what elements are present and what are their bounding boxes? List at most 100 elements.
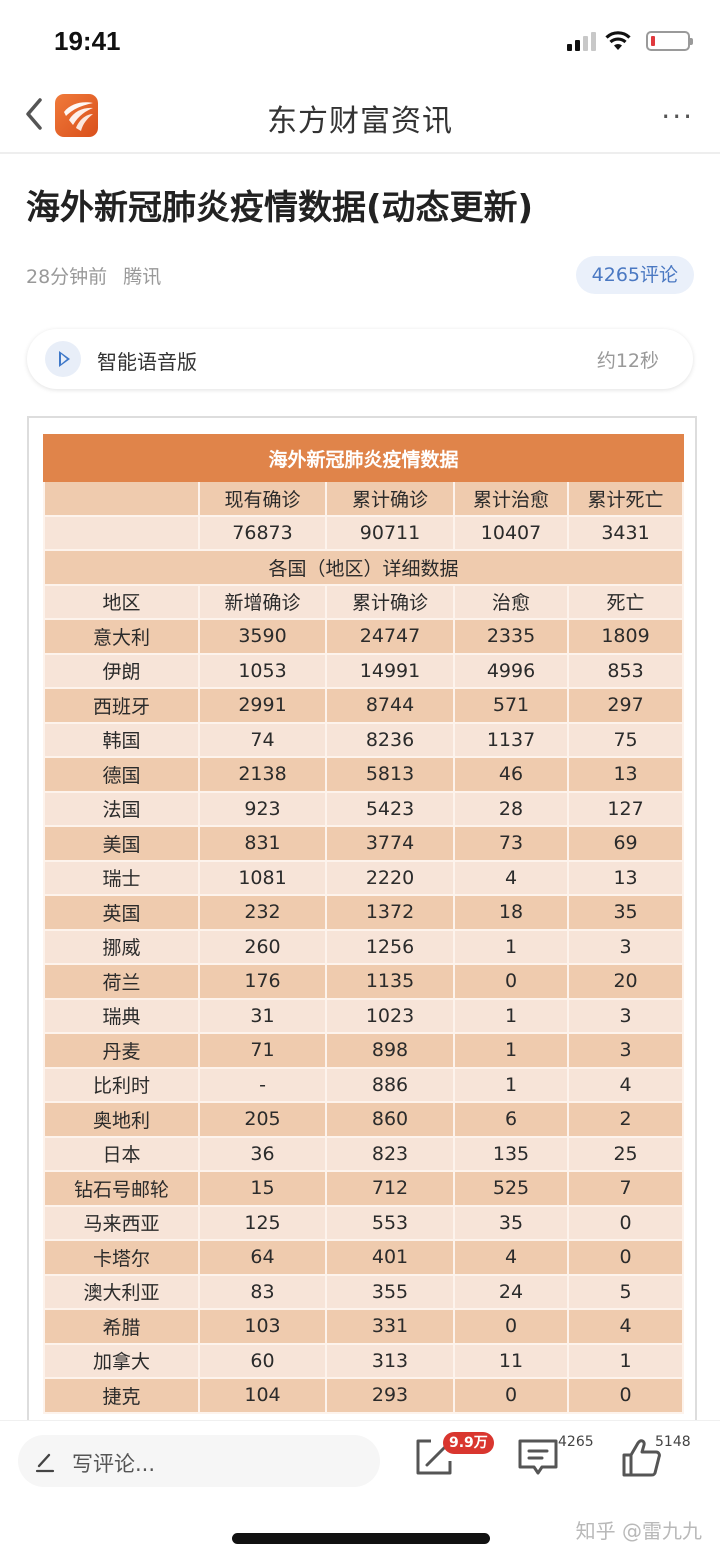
- thumbs-up-icon[interactable]: [620, 1435, 664, 1479]
- value-cell: 125: [198, 1204, 327, 1241]
- table-title-row: 海外新冠肺炎疫情数据: [42, 434, 685, 482]
- summary-value-cell: 3431: [566, 514, 685, 551]
- value-cell: 232: [198, 894, 327, 931]
- value-cell: -: [198, 1066, 327, 1103]
- value-cell: 69: [566, 825, 685, 862]
- value-cell: 1: [566, 1342, 685, 1379]
- value-cell: 15: [198, 1170, 327, 1207]
- value-cell: 35: [566, 894, 685, 931]
- comment-count-pill[interactable]: 4265评论: [575, 256, 694, 294]
- value-cell: 1: [453, 1066, 569, 1103]
- value-cell: 0: [453, 1308, 569, 1345]
- value-cell: 1372: [325, 894, 455, 931]
- value-cell: 83: [198, 1273, 327, 1310]
- table-row: 丹麦 71 898 1 3: [43, 1032, 685, 1069]
- summary-header-row: 现有确诊 累计确诊 累计治愈 累计死亡: [43, 480, 685, 517]
- value-cell: 127: [566, 790, 685, 827]
- table-row: 英国 232 1372 18 35: [43, 894, 685, 931]
- value-cell: 525: [453, 1170, 569, 1207]
- value-cell: 860: [325, 1101, 455, 1138]
- value-cell: 2138: [198, 756, 327, 793]
- publish-time: 28分钟前: [26, 266, 108, 288]
- table-row: 马来西亚 125 553 35 0: [43, 1204, 685, 1241]
- article-source[interactable]: 腾讯: [123, 266, 162, 288]
- value-cell: 3590: [198, 618, 327, 655]
- region-cell: 比利时: [43, 1066, 200, 1103]
- value-cell: 0: [566, 1377, 685, 1414]
- detail-header-cell: 累计确诊: [325, 583, 455, 620]
- home-indicator[interactable]: [232, 1533, 490, 1544]
- more-options-icon[interactable]: ···: [661, 100, 694, 133]
- value-cell: 831: [198, 825, 327, 862]
- table-row: 伊朗 1053 14991 4996 853: [43, 652, 685, 689]
- value-cell: 1023: [325, 997, 455, 1034]
- comments-icon[interactable]: [516, 1435, 560, 1479]
- table-row: 澳大利亚 83 355 24 5: [43, 1273, 685, 1310]
- value-cell: 2: [566, 1101, 685, 1138]
- value-cell: 24: [453, 1273, 569, 1310]
- value-cell: 1256: [325, 928, 455, 965]
- data-table-image[interactable]: 海外新冠肺炎疫情数据 现有确诊 累计确诊 累计治愈 累计死亡 76873 907…: [27, 416, 697, 1426]
- value-cell: 293: [325, 1377, 455, 1414]
- table-row: 加拿大 60 313 11 1: [43, 1342, 685, 1379]
- value-cell: 712: [325, 1170, 455, 1207]
- detail-header-cell: 地区: [43, 583, 200, 620]
- summary-header-cell: 累计治愈: [453, 480, 569, 517]
- audio-version-card[interactable]: 智能语音版 约12秒: [27, 329, 693, 389]
- region-cell: 英国: [43, 894, 200, 931]
- value-cell: 853: [566, 652, 685, 689]
- value-cell: 14991: [325, 652, 455, 689]
- value-cell: 73: [453, 825, 569, 862]
- value-cell: 401: [325, 1239, 455, 1276]
- value-cell: 31: [198, 997, 327, 1034]
- value-cell: 20: [566, 963, 685, 1000]
- summary-value-cell: [43, 514, 200, 551]
- value-cell: 355: [325, 1273, 455, 1310]
- bottom-action-bar: 写评论...: [0, 1420, 720, 1558]
- region-cell: 西班牙: [43, 687, 200, 724]
- value-cell: 46: [453, 756, 569, 793]
- table-row: 美国 831 3774 73 69: [43, 825, 685, 862]
- share-icon[interactable]: [413, 1435, 457, 1479]
- table-row: 法国 923 5423 28 127: [43, 790, 685, 827]
- value-cell: 1: [453, 1032, 569, 1069]
- audio-duration: 约12秒: [596, 350, 659, 372]
- value-cell: 3774: [325, 825, 455, 862]
- table-row: 比利时 -886 1 4: [43, 1066, 685, 1103]
- summary-value-cell: 10407: [453, 514, 569, 551]
- pencil-icon: [35, 1453, 55, 1473]
- value-cell: 4: [566, 1066, 685, 1103]
- summary-header-cell: 累计死亡: [566, 480, 685, 517]
- region-cell: 希腊: [43, 1308, 200, 1345]
- table-row: 西班牙 2991 8744 571 297: [43, 687, 685, 724]
- value-cell: 6: [453, 1101, 569, 1138]
- table-row: 韩国 74 8236 1137 75: [43, 721, 685, 758]
- value-cell: 1137: [453, 721, 569, 758]
- value-cell: 28: [453, 790, 569, 827]
- status-bar: 19:41: [0, 0, 720, 80]
- watermark: 知乎 @雷九九: [575, 1519, 702, 1543]
- table-row: 卡塔尔 64 401 4 0: [43, 1239, 685, 1276]
- summary-header-cell: 累计确诊: [325, 480, 455, 517]
- value-cell: 7: [566, 1170, 685, 1207]
- value-cell: 3: [566, 1032, 685, 1069]
- region-cell: 意大利: [43, 618, 200, 655]
- region-cell: 日本: [43, 1135, 200, 1172]
- table-row: 钻石号邮轮 15 712 525 7: [43, 1170, 685, 1207]
- comment-count: 4265: [558, 1434, 594, 1450]
- table-row: 挪威 260 1256 1 3: [43, 928, 685, 965]
- value-cell: 571: [453, 687, 569, 724]
- app-logo-icon[interactable]: [55, 94, 98, 137]
- summary-header-cell: [43, 480, 200, 517]
- region-cell: 澳大利亚: [43, 1273, 200, 1310]
- region-cell: 加拿大: [43, 1342, 200, 1379]
- play-icon[interactable]: [45, 341, 81, 377]
- table-row: 瑞士 1081 2220 4 13: [43, 859, 685, 896]
- value-cell: 18: [453, 894, 569, 931]
- value-cell: 103: [198, 1308, 327, 1345]
- value-cell: 2335: [453, 618, 569, 655]
- region-cell: 捷克: [43, 1377, 200, 1414]
- write-comment-input[interactable]: 写评论...: [18, 1435, 380, 1487]
- back-arrow-icon[interactable]: [20, 94, 52, 134]
- table-row: 德国 2138 5813 46 13: [43, 756, 685, 793]
